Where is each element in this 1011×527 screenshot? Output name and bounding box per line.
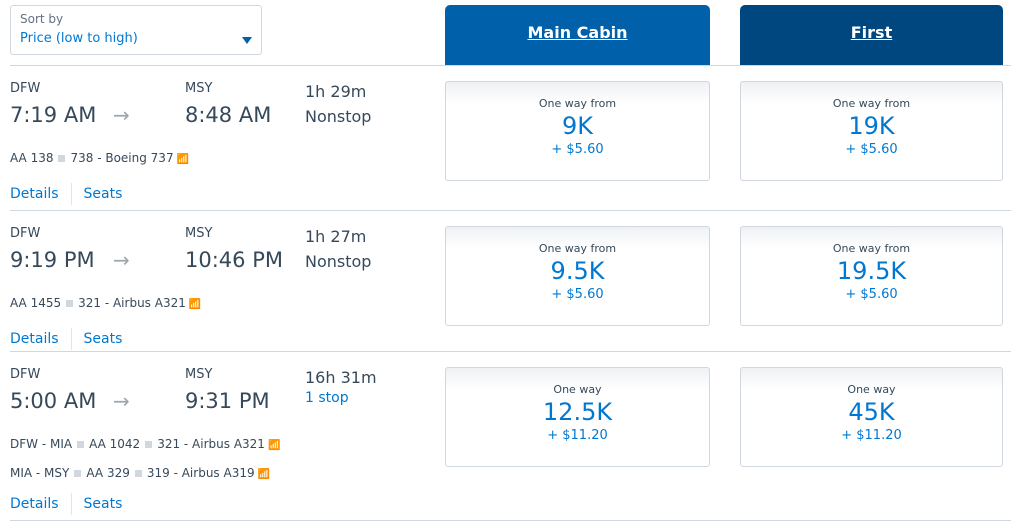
price-fee: + $5.60 xyxy=(845,287,898,302)
wifi-icon: 📶 xyxy=(267,440,281,451)
row-divider xyxy=(10,351,1011,352)
duration: 16h 31m xyxy=(305,368,377,387)
segment-part: AA 329 xyxy=(86,466,130,480)
wifi-icon: 📶 xyxy=(188,299,202,310)
price-points: 9.5K xyxy=(550,257,605,285)
origin-airport: DFW xyxy=(10,81,41,96)
segment-part: 319 - Airbus A319 xyxy=(146,466,255,480)
first-price-card[interactable]: One way from 19.5K + $5.60 xyxy=(740,226,1003,326)
flight-row: DFW 9:19 PM → MSY 10:46 PM 1h 27m Nonsto… xyxy=(0,210,1011,352)
seats-link[interactable]: Seats xyxy=(83,496,123,512)
departure-time: 9:19 PM xyxy=(10,248,95,272)
price-fee: + $5.60 xyxy=(551,287,604,302)
segment-part: AA 1455 xyxy=(10,296,62,310)
price-fee: + $5.60 xyxy=(845,142,898,157)
seats-link[interactable]: Seats xyxy=(83,186,123,202)
flight-segment-info: AA 138 738 - Boeing 737 📶 xyxy=(10,151,189,165)
segment-part: 321 - Airbus A321 xyxy=(157,437,265,451)
main-cabin-price-card[interactable]: One way from 9K + $5.60 xyxy=(445,81,710,181)
arrival-time: 9:31 PM xyxy=(185,389,270,413)
separator-square xyxy=(134,470,142,477)
flight-links: Details Seats xyxy=(10,328,122,350)
price-label: One way from xyxy=(832,97,911,110)
arrow-right-icon: → xyxy=(113,389,130,413)
price-points: 45K xyxy=(848,398,895,426)
details-link[interactable]: Details xyxy=(10,496,59,512)
price-fee: + $5.60 xyxy=(551,142,604,157)
destination-airport: MSY xyxy=(185,226,213,241)
destination-airport: MSY xyxy=(185,367,213,382)
first-cabin-header[interactable]: First xyxy=(740,5,1003,65)
flight-links: Details Seats xyxy=(10,183,122,205)
flight-row: DFW 5:00 AM → MSY 9:31 PM 16h 31m 1 stop… xyxy=(0,351,1011,521)
price-label: One way from xyxy=(538,97,617,110)
price-fee: + $11.20 xyxy=(547,428,608,443)
seats-link[interactable]: Seats xyxy=(83,331,123,347)
arrival-time: 8:48 AM xyxy=(185,103,272,127)
details-link[interactable]: Details xyxy=(10,186,59,202)
price-points: 19.5K xyxy=(836,257,907,285)
main-cabin-price-card[interactable]: One way from 9.5K + $5.60 xyxy=(445,226,710,326)
details-link[interactable]: Details xyxy=(10,331,59,347)
separator-square xyxy=(74,470,82,477)
price-points: 12.5K xyxy=(542,398,613,426)
arrow-right-icon: → xyxy=(113,248,130,272)
flight-links: Details Seats xyxy=(10,493,122,515)
wifi-icon: 📶 xyxy=(176,154,190,165)
row-divider xyxy=(10,520,1011,521)
stops[interactable]: 1 stop xyxy=(305,390,349,406)
row-divider xyxy=(10,210,1011,211)
segment-part: DFW - MIA xyxy=(10,437,73,451)
segment-part: 321 - Airbus A321 xyxy=(78,296,186,310)
sort-by-value: Price (low to high) xyxy=(20,31,138,46)
origin-airport: DFW xyxy=(10,226,41,241)
separator-square xyxy=(77,441,85,448)
wifi-icon: 📶 xyxy=(257,469,271,480)
price-label: One way xyxy=(847,383,896,396)
segment-part: AA 138 xyxy=(10,151,54,165)
departure-time: 7:19 AM xyxy=(10,103,97,127)
link-divider xyxy=(70,183,72,205)
price-points: 9K xyxy=(561,112,593,140)
arrow-right-icon: → xyxy=(113,103,130,127)
link-divider xyxy=(70,493,72,515)
segment-part: AA 1042 xyxy=(89,437,141,451)
stops: Nonstop xyxy=(305,107,372,126)
price-points: 19K xyxy=(848,112,895,140)
flight-segment-info: AA 1455 321 - Airbus A321 📶 xyxy=(10,296,201,310)
price-label: One way xyxy=(553,383,602,396)
price-fee: + $11.20 xyxy=(841,428,902,443)
flight-segment-info: MIA - MSY AA 329 319 - Airbus A319 📶 xyxy=(10,466,270,480)
arrival-time: 10:46 PM xyxy=(185,248,283,272)
price-label: One way from xyxy=(832,242,911,255)
duration: 1h 27m xyxy=(305,227,367,246)
sort-by-dropdown[interactable]: Sort by Price (low to high) xyxy=(10,5,262,55)
origin-airport: DFW xyxy=(10,367,41,382)
divider xyxy=(10,65,1011,66)
flight-row: DFW 7:19 AM → MSY 8:48 AM 1h 29m Nonstop… xyxy=(0,65,1011,211)
stops: Nonstop xyxy=(305,252,372,271)
flight-segment-info: DFW - MIA AA 1042 321 - Airbus A321 📶 xyxy=(10,437,280,451)
main-cabin-header[interactable]: Main Cabin xyxy=(445,5,710,65)
caret-down-icon xyxy=(242,37,252,44)
link-divider xyxy=(70,328,72,350)
destination-airport: MSY xyxy=(185,81,213,96)
separator-square xyxy=(66,300,74,307)
segment-part: MIA - MSY xyxy=(10,466,70,480)
duration: 1h 29m xyxy=(305,82,367,101)
segment-part: 738 - Boeing 737 xyxy=(70,151,174,165)
departure-time: 5:00 AM xyxy=(10,389,97,413)
separator-square xyxy=(58,155,66,162)
first-price-card[interactable]: One way 45K + $11.20 xyxy=(740,367,1003,467)
sort-by-label: Sort by xyxy=(20,12,64,26)
separator-square xyxy=(145,441,153,448)
main-cabin-price-card[interactable]: One way 12.5K + $11.20 xyxy=(445,367,710,467)
first-price-card[interactable]: One way from 19K + $5.60 xyxy=(740,81,1003,181)
price-label: One way from xyxy=(538,242,617,255)
